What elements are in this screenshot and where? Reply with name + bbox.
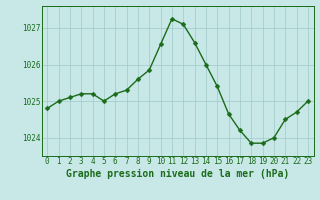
- X-axis label: Graphe pression niveau de la mer (hPa): Graphe pression niveau de la mer (hPa): [66, 169, 289, 179]
